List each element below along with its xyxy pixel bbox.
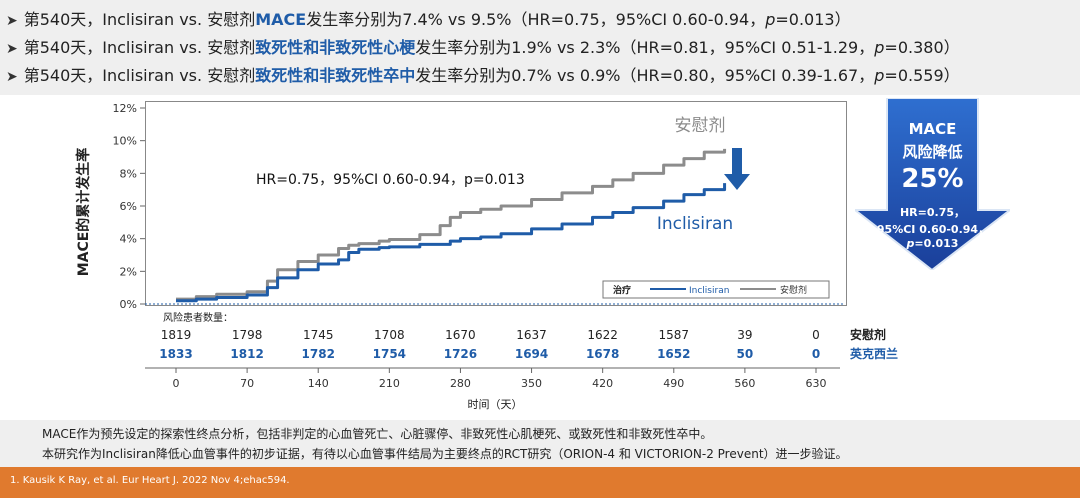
plot-area: [145, 101, 847, 306]
bullet-highlight: 致死性和非致死性心梗: [255, 38, 416, 57]
legend-title: 治疗: [613, 284, 631, 296]
risk-row-label: 英克西兰: [850, 346, 898, 361]
arrow-icon: ➤: [6, 13, 18, 29]
x-axis-label: 时间（天）: [468, 398, 523, 411]
bullet-text: 发生率分别为0.7% vs 0.9%（HR=0.80，95%CI 0.39-1.…: [415, 66, 875, 85]
badge-p-label: p: [906, 237, 915, 250]
risk-count: 1819: [161, 328, 192, 342]
x-tick-label: 560: [734, 377, 755, 390]
series-line-Inclisiran: [176, 183, 727, 303]
p-value: =0.013）: [775, 10, 851, 29]
down-arrow-icon: [855, 98, 1010, 270]
legend-label-placebo: 安慰剂: [780, 284, 807, 296]
p-value: =0.559）: [884, 66, 960, 85]
risk-count: 1726: [444, 347, 477, 361]
risk-count: 1782: [302, 347, 335, 361]
p-value: =0.380）: [884, 38, 960, 57]
bullet-highlight: MACE: [255, 10, 307, 29]
legend-label-inclisiran: Inclisiran: [689, 286, 729, 296]
badge-p-value: =0.013: [914, 237, 959, 250]
risk-count: 50: [737, 347, 754, 361]
risk-count: 39: [737, 328, 752, 342]
x-tick-label: 350: [521, 377, 542, 390]
badge-subtitle: 风险降低: [902, 143, 963, 161]
risk-count: 0: [812, 328, 820, 342]
y-tick-label: 12%: [113, 102, 137, 115]
bullet-mace: ➤ 第540天，Inclisiran vs. 安慰剂MACE发生率分别为7.4% …: [6, 5, 851, 35]
risk-row-label: 安慰剂: [850, 327, 886, 342]
risk-count: 1652: [657, 347, 690, 361]
bullet-text: 发生率分别为1.9% vs 2.3%（HR=0.81，95%CI 0.51-1.…: [415, 38, 875, 57]
arrow-icon: ➤: [6, 69, 18, 85]
badge-p: p=0.013: [885, 237, 980, 250]
risk-count: 1678: [586, 347, 619, 361]
y-tick-label: 10%: [113, 135, 137, 148]
y-tick-label: 2%: [120, 265, 137, 278]
legend-box: [602, 280, 830, 299]
risk-count: 1745: [303, 328, 334, 342]
notes-panel: MACE作为预先设定的探索性终点分析，包括非判定的心血管死亡、心脏骤停、非致死性…: [0, 420, 1080, 467]
note-line-1: MACE作为预先设定的探索性终点分析，包括非判定的心血管死亡、心脏骤停、非致死性…: [42, 427, 713, 441]
y-tick-label: 8%: [120, 167, 137, 180]
bullet-highlight: 致死性和非致死性卒中: [255, 66, 416, 85]
risk-count: 1587: [659, 328, 690, 342]
risk-count: 1708: [374, 328, 405, 342]
risk-count: 1670: [445, 328, 476, 342]
badge-percent: 25%: [901, 164, 964, 194]
bullet-mi: ➤ 第540天，Inclisiran vs. 安慰剂致死性和非致死性心梗发生率分别…: [6, 33, 960, 63]
p-label: p: [874, 66, 885, 85]
x-tick-label: 420: [592, 377, 613, 390]
y-axis-label: MACE的累计发生率: [75, 148, 92, 277]
bullet-text: 第540天，Inclisiran vs. 安慰剂: [23, 38, 256, 57]
badge-ci: 95%CI 0.60-0.94，: [876, 223, 990, 236]
risk-table-title: 风险患者数量：: [163, 311, 233, 324]
x-tick-label: 210: [379, 377, 400, 390]
bullet-stroke: ➤ 第540天，Inclisiran vs. 安慰剂致死性和非致死性卒中发生率分别…: [6, 61, 960, 91]
reference-text: 1. Kausik K Ray, et al. Eur Heart J. 202…: [10, 475, 290, 486]
risk-count: 1798: [232, 328, 263, 342]
note-line-2: 本研究作为Inclisiran降低心血管事件的初步证据，有待以心血管事件结局为主…: [42, 447, 848, 461]
footer-bar: 1. Kausik K Ray, et al. Eur Heart J. 202…: [0, 467, 1080, 498]
badge-hr: HR=0.75，: [899, 206, 966, 219]
x-tick-label: 630: [806, 377, 827, 390]
y-tick-label: 4%: [120, 233, 137, 246]
risk-count: 1754: [373, 347, 406, 361]
y-tick-label: 0%: [120, 298, 137, 311]
y-tick-label: 6%: [120, 200, 137, 213]
x-tick-label: 490: [663, 377, 684, 390]
risk-count: 1637: [516, 328, 547, 342]
bullet-text: 发生率分别为7.4% vs 9.5%（HR=0.75，95%CI 0.60-0.…: [306, 10, 766, 29]
p-label: p: [765, 10, 776, 29]
risk-reduction-badge: [855, 98, 1010, 270]
x-tick-label: 70: [240, 377, 254, 390]
summary-panel: ➤ 第540天，Inclisiran vs. 安慰剂MACE发生率分别为7.4% …: [0, 0, 1080, 95]
series-label-inclisiran: Inclisiran: [657, 214, 733, 234]
x-tick-label: 280: [450, 377, 471, 390]
x-tick-label: 0: [173, 377, 180, 390]
x-tick-label: 140: [308, 377, 329, 390]
arrow-icon: ➤: [6, 41, 18, 57]
risk-count: 1833: [159, 347, 192, 361]
bullet-text: 第540天，Inclisiran vs. 安慰剂: [23, 10, 256, 29]
badge-title: MACE: [908, 120, 957, 138]
series-label-placebo: 安慰剂: [675, 116, 726, 136]
bullet-text: 第540天，Inclisiran vs. 安慰剂: [23, 66, 256, 85]
hr-annotation: HR=0.75，95%CI 0.60-0.94，p=0.013: [256, 172, 525, 188]
risk-count: 1694: [515, 347, 548, 361]
risk-count: 1812: [230, 347, 263, 361]
p-label: p: [874, 38, 885, 57]
down-arrow-icon: [724, 148, 750, 190]
risk-count: 1622: [587, 328, 618, 342]
risk-count: 0: [812, 347, 820, 361]
